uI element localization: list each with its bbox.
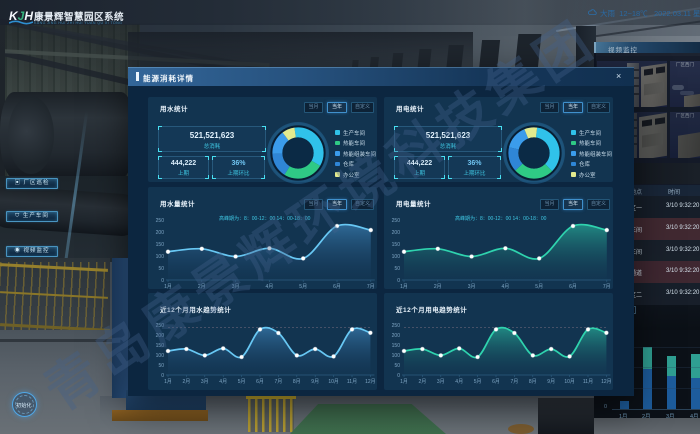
svg-text:250: 250 bbox=[156, 323, 165, 329]
svg-text:100: 100 bbox=[392, 254, 401, 260]
svg-text:11月: 11月 bbox=[347, 379, 357, 385]
svg-text:4月: 4月 bbox=[219, 379, 227, 385]
svg-text:200: 200 bbox=[392, 333, 401, 339]
svg-text:9月: 9月 bbox=[547, 379, 555, 385]
svg-text:0: 0 bbox=[161, 373, 164, 379]
svg-text:0: 0 bbox=[161, 278, 164, 284]
svg-text:5月: 5月 bbox=[299, 284, 307, 289]
svg-text:6月: 6月 bbox=[333, 284, 341, 289]
svg-text:10月: 10月 bbox=[328, 379, 339, 385]
svg-text:250: 250 bbox=[392, 323, 401, 329]
svg-text:50: 50 bbox=[158, 363, 164, 369]
svg-text:6月: 6月 bbox=[256, 379, 264, 385]
svg-text:1月: 1月 bbox=[400, 284, 408, 289]
svg-text:4月: 4月 bbox=[455, 379, 463, 385]
svg-text:100: 100 bbox=[156, 353, 165, 359]
svg-text:5月: 5月 bbox=[535, 284, 543, 289]
svg-text:8月: 8月 bbox=[293, 379, 301, 385]
svg-text:50: 50 bbox=[394, 266, 400, 272]
svg-text:200: 200 bbox=[392, 230, 401, 236]
svg-text:100: 100 bbox=[392, 353, 401, 359]
svg-text:10月: 10月 bbox=[564, 379, 575, 385]
svg-text:7月: 7月 bbox=[275, 379, 283, 385]
svg-text:3月: 3月 bbox=[468, 284, 476, 289]
svg-text:1月: 1月 bbox=[164, 379, 172, 385]
svg-text:200: 200 bbox=[156, 333, 165, 339]
svg-text:4月: 4月 bbox=[502, 284, 510, 289]
svg-text:9月: 9月 bbox=[311, 379, 319, 385]
svg-text:1月: 1月 bbox=[164, 284, 172, 289]
svg-text:2月: 2月 bbox=[183, 379, 191, 385]
svg-text:2月: 2月 bbox=[419, 379, 427, 385]
svg-text:3月: 3月 bbox=[232, 284, 240, 289]
svg-text:250: 250 bbox=[392, 218, 401, 224]
svg-text:150: 150 bbox=[392, 242, 401, 248]
svg-text:11月: 11月 bbox=[583, 379, 593, 385]
svg-text:2月: 2月 bbox=[198, 284, 206, 289]
svg-text:8月: 8月 bbox=[529, 379, 537, 385]
svg-text:150: 150 bbox=[392, 343, 401, 349]
svg-text:5月: 5月 bbox=[474, 379, 482, 385]
svg-text:5月: 5月 bbox=[238, 379, 246, 385]
svg-text:6月: 6月 bbox=[569, 284, 577, 289]
svg-text:4月: 4月 bbox=[266, 284, 274, 289]
svg-text:0: 0 bbox=[397, 373, 400, 379]
svg-text:1月: 1月 bbox=[400, 379, 408, 385]
svg-text:50: 50 bbox=[158, 266, 164, 272]
svg-text:0: 0 bbox=[397, 278, 400, 284]
svg-text:12月: 12月 bbox=[601, 379, 612, 385]
svg-text:100: 100 bbox=[156, 254, 165, 260]
svg-text:6月: 6月 bbox=[492, 379, 500, 385]
svg-text:150: 150 bbox=[156, 242, 165, 248]
svg-text:50: 50 bbox=[394, 363, 400, 369]
svg-text:150: 150 bbox=[156, 343, 165, 349]
svg-text:200: 200 bbox=[156, 230, 165, 236]
svg-text:7月: 7月 bbox=[367, 284, 375, 289]
svg-text:2月: 2月 bbox=[434, 284, 442, 289]
svg-text:3月: 3月 bbox=[201, 379, 209, 385]
svg-text:7月: 7月 bbox=[511, 379, 519, 385]
svg-text:7月: 7月 bbox=[603, 284, 611, 289]
svg-text:3月: 3月 bbox=[437, 379, 445, 385]
svg-text:12月: 12月 bbox=[365, 379, 376, 385]
svg-text:250: 250 bbox=[156, 218, 165, 224]
